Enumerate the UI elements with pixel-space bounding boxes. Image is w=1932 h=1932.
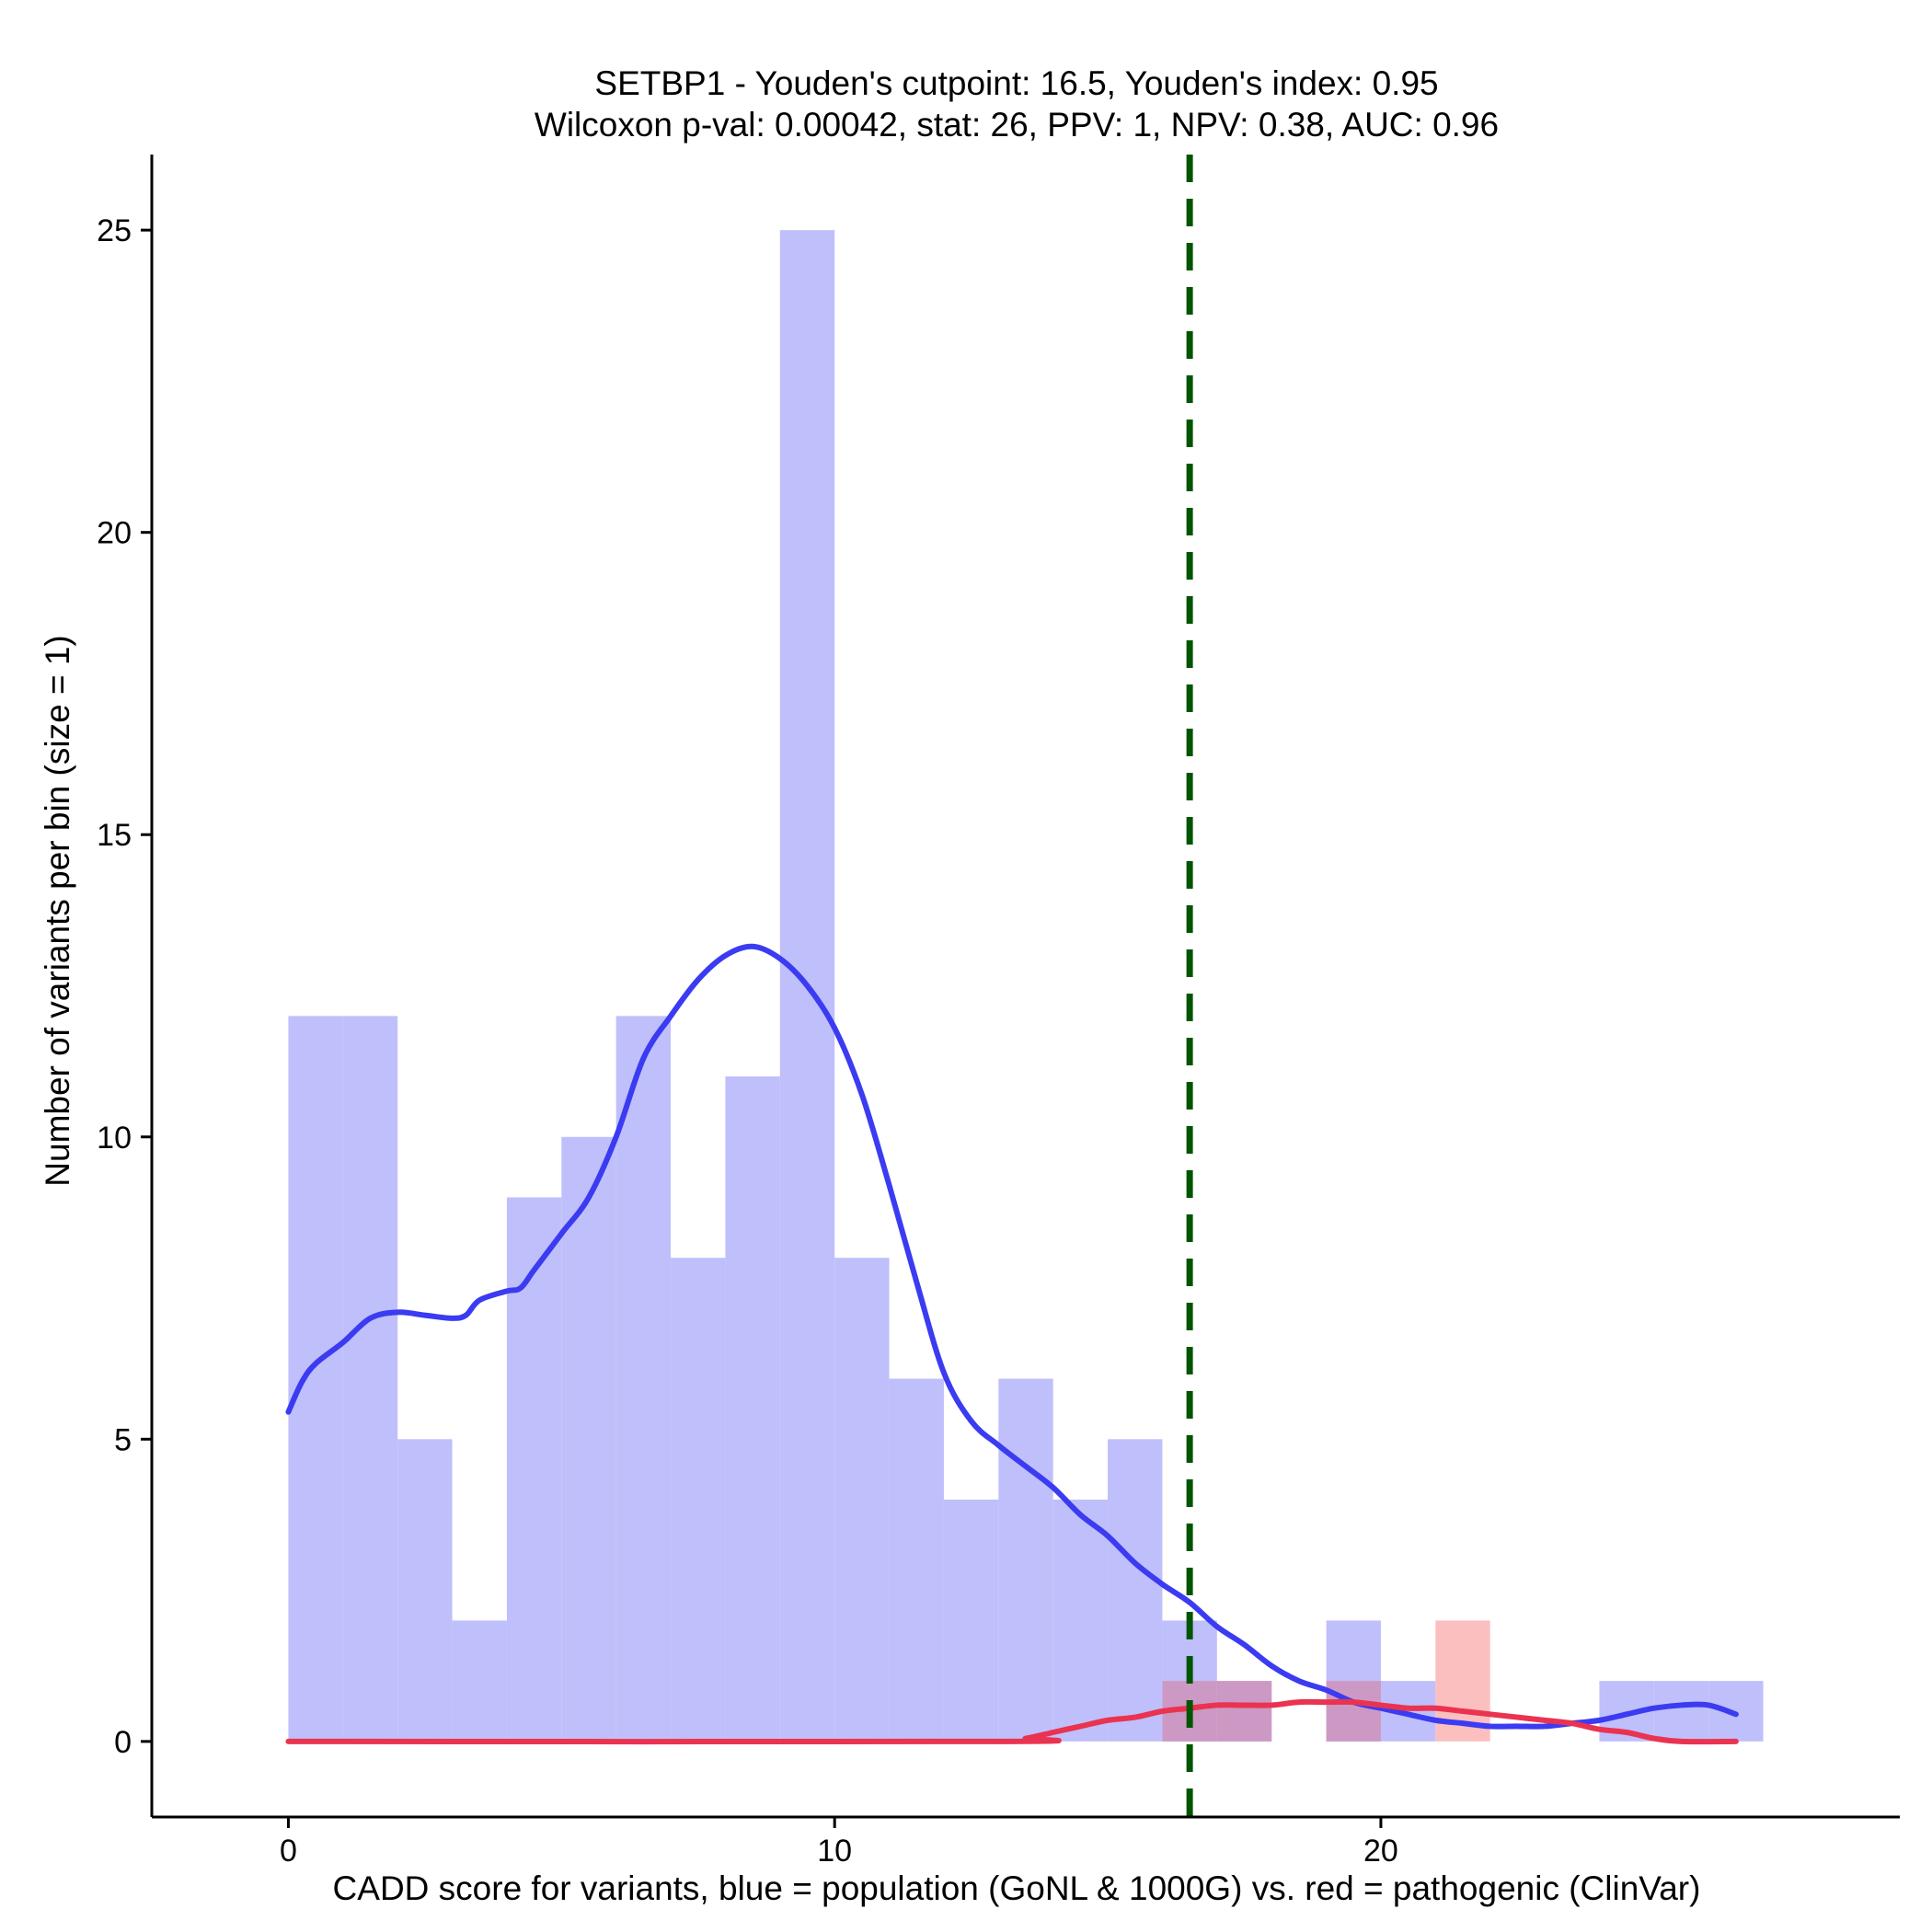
density-curves [285, 943, 1739, 1745]
population-bar [889, 1378, 944, 1742]
population-bar [1708, 1681, 1764, 1742]
population-bar [506, 1197, 562, 1742]
x-tick-label: 0 [280, 1834, 297, 1869]
overlap-bar [1216, 1681, 1272, 1742]
population-bar [671, 1258, 726, 1742]
population-density-line [285, 943, 1739, 1730]
x-tick-label: 10 [817, 1834, 852, 1869]
population-bars [288, 230, 1764, 1742]
population-bar [342, 1016, 398, 1742]
x-tick-label: 20 [1363, 1834, 1398, 1869]
population-bar [397, 1439, 453, 1742]
overlap-bar [1326, 1681, 1381, 1742]
y-tick-label: 25 [97, 213, 132, 248]
population-bar [1653, 1681, 1709, 1742]
y-tick-label: 10 [97, 1121, 132, 1156]
y-tick-label: 20 [97, 516, 132, 551]
chart-title-line-2: Wilcoxon p-val: 0.00042, stat: 26, PPV: … [535, 106, 1499, 144]
population-bar [288, 1016, 343, 1742]
y-axis-ticks: 0 5 10 15 20 25 [97, 213, 152, 1760]
population-bar [998, 1378, 1053, 1742]
population-bar [615, 1016, 672, 1742]
population-bar [452, 1620, 507, 1742]
population-bar [561, 1136, 616, 1742]
population-bar [1108, 1439, 1163, 1742]
y-tick-label: 5 [114, 1422, 132, 1457]
x-axis-label: CADD score for variants, blue = populati… [333, 1869, 1701, 1907]
chart-title-line-1: SETBP1 - Youden's cutpoint: 16.5, Youden… [594, 64, 1438, 102]
pathogenic-density-line [285, 1698, 1739, 1745]
overlap-bars [1162, 1681, 1381, 1742]
y-axis-label: Number of variants per bin (size = 1) [39, 635, 76, 1186]
x-axis-ticks: 0 10 20 [280, 1817, 1398, 1869]
population-bar [943, 1500, 999, 1742]
population-bar [725, 1076, 780, 1742]
y-tick-label: 0 [114, 1725, 132, 1760]
y-tick-label: 15 [97, 818, 132, 853]
population-bar [834, 1258, 890, 1742]
population-bar [1052, 1500, 1109, 1742]
